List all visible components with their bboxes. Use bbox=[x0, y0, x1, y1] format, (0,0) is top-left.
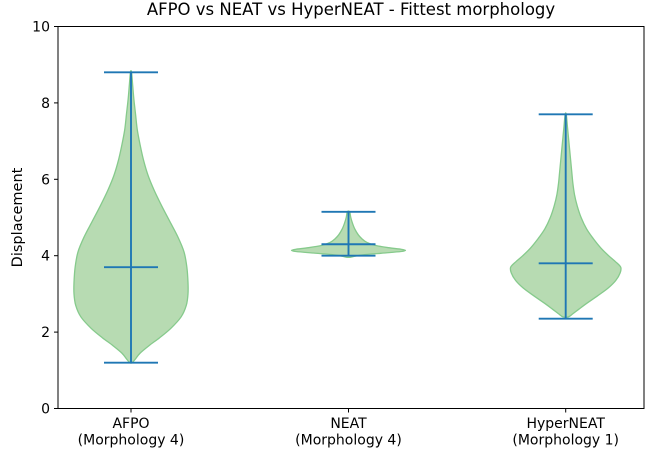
y-tick-label: 4 bbox=[41, 249, 50, 265]
x-tick-label-morphology: (Morphology 4) bbox=[78, 433, 185, 449]
y-tick-label: 2 bbox=[41, 325, 50, 341]
x-tick-label-name: AFPO bbox=[112, 416, 149, 432]
x-tick-label-name: HyperNEAT bbox=[526, 416, 605, 432]
y-tick-label: 0 bbox=[41, 402, 50, 418]
chart-title: AFPO vs NEAT vs HyperNEAT - Fittest morp… bbox=[147, 0, 556, 19]
plot-border bbox=[57, 26, 645, 409]
y-tick-label: 8 bbox=[41, 96, 50, 112]
x-tick-label-morphology: (Morphology 4) bbox=[295, 433, 402, 449]
x-tick-label-name: NEAT bbox=[330, 416, 367, 432]
x-tick-label-morphology: (Morphology 1) bbox=[512, 433, 619, 449]
y-axis-label: Displacement bbox=[10, 167, 26, 267]
y-tick-label: 10 bbox=[32, 20, 50, 36]
y-tick-label: 6 bbox=[41, 172, 50, 188]
